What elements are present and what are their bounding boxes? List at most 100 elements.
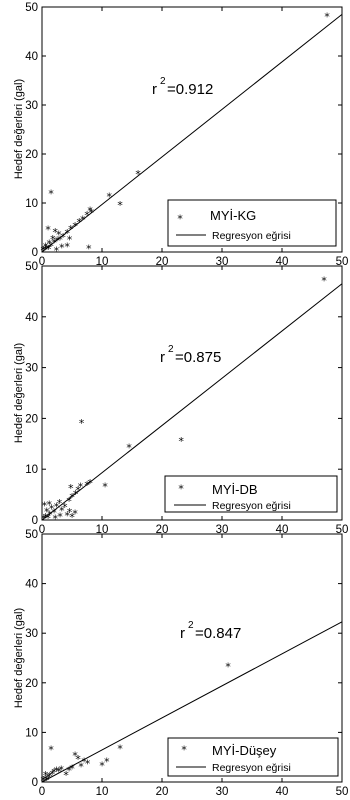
y-tick-label: 30 xyxy=(25,628,38,640)
scatter-point: * xyxy=(42,773,49,786)
scatter-point: * xyxy=(84,758,91,771)
scatter-point: * xyxy=(63,769,70,782)
y-tick-label: 10 xyxy=(25,727,38,739)
scatter-point: * xyxy=(66,234,73,247)
y-tick-label: 30 xyxy=(25,100,38,112)
scatter-point: * xyxy=(40,244,47,257)
scatter-point: * xyxy=(117,742,124,755)
r2-value: =0.875 xyxy=(175,349,221,366)
scatter-point: * xyxy=(324,10,331,23)
x-tick-label: 20 xyxy=(156,786,169,798)
scatter-point: * xyxy=(57,234,64,247)
scatter-point: * xyxy=(52,512,59,525)
scatter-point: * xyxy=(48,743,55,756)
scatter-point: * xyxy=(67,482,74,495)
r2-base: r xyxy=(152,81,157,98)
legend: * MYİ-KG Regresyon eğrisi xyxy=(167,199,337,247)
x-tick-label: 50 xyxy=(336,256,349,268)
y-tick-label: 50 xyxy=(25,261,38,273)
scatter-point: * xyxy=(55,766,62,779)
regression-line-group xyxy=(41,621,343,783)
scatter-point: * xyxy=(69,763,76,776)
scatter-point: * xyxy=(84,209,91,222)
legend: * MYİ-Düşey Regresyon eğrisi xyxy=(167,737,339,777)
scatter-point: * xyxy=(103,756,110,769)
plot-frame xyxy=(41,265,343,521)
legend-scatter-marker: * xyxy=(178,483,185,496)
x-tick-label: 0 xyxy=(39,524,45,536)
scatter-point: * xyxy=(43,774,50,787)
scatter-point: * xyxy=(79,214,86,227)
scatter-point: * xyxy=(106,191,113,204)
y-tick-label: 0 xyxy=(32,515,38,527)
y-tick-label: 40 xyxy=(25,312,38,324)
regression-line xyxy=(41,13,343,253)
x-tick-label: 0 xyxy=(39,256,45,268)
scatter-point: * xyxy=(72,750,79,763)
scatter-point: * xyxy=(51,766,58,779)
x-tick-label: 40 xyxy=(276,524,289,536)
scatter-point: * xyxy=(66,506,73,519)
scatter-point: * xyxy=(42,244,49,257)
r2-base: r xyxy=(180,625,185,642)
scatter-point: * xyxy=(117,199,124,212)
scatter-point: * xyxy=(45,223,52,236)
scatter-point: * xyxy=(85,243,92,256)
y-tick-label: 20 xyxy=(25,413,38,425)
scatter-point: * xyxy=(87,477,94,490)
scatter-point: * xyxy=(64,227,71,240)
legend: * MYİ-DB Regresyon eğrisi xyxy=(164,475,338,513)
scatter-point: * xyxy=(69,491,76,504)
x-tick-label: 20 xyxy=(156,256,169,268)
scatter-points: ********** ***** ****************** xyxy=(40,10,330,257)
r2-superscript: 2 xyxy=(160,76,166,87)
plot-frame xyxy=(41,6,343,253)
scatter-point: * xyxy=(42,241,49,254)
regression-line-group xyxy=(41,13,343,253)
y-tick-label: 0 xyxy=(32,777,38,789)
y-tick-label: 30 xyxy=(25,363,38,375)
y-tick-label: 40 xyxy=(25,579,38,591)
scatter-point: * xyxy=(41,499,48,512)
legend-line-label: Regresyon eğrisi xyxy=(212,230,291,242)
scatter-points: ****** ************** **** xyxy=(40,660,231,787)
scatter-point: * xyxy=(61,501,68,514)
x-tick-label: 0 xyxy=(39,786,45,798)
scatter-point: * xyxy=(78,761,85,774)
y-tick-label: 0 xyxy=(32,247,38,259)
regression-line-group xyxy=(41,283,343,521)
scatter-point: * xyxy=(58,242,65,255)
scatter-point: * xyxy=(69,511,76,524)
x-tick-label: 50 xyxy=(336,786,349,798)
scatter-point: * xyxy=(53,765,60,778)
scatter-point: * xyxy=(64,509,71,522)
y-tick-label: 40 xyxy=(25,51,38,63)
regression-line xyxy=(41,621,343,783)
y-tick-label: 20 xyxy=(25,149,38,161)
scatter-point: * xyxy=(58,764,65,777)
y-tick-label: 50 xyxy=(25,529,38,541)
scatter-point: * xyxy=(66,495,73,508)
r2-annotation: r 2 =0.847 xyxy=(180,620,241,642)
scatter-point: * xyxy=(46,770,53,783)
y-axis-label: Hedef değerleri (gal) xyxy=(13,608,25,708)
scatter-point: * xyxy=(75,484,82,497)
scatter-point: * xyxy=(56,497,63,510)
r2-superscript: 2 xyxy=(168,344,174,355)
y-axis-label: Hedef değerleri (gal) xyxy=(13,343,25,443)
axes-ticks: 0 10 20 30 40 50 0 10 20 30 40 50 xyxy=(25,529,348,798)
x-tick-label: 10 xyxy=(96,786,109,798)
scatter-point: * xyxy=(225,660,232,673)
scatter-point: * xyxy=(43,505,50,518)
scatter-point: * xyxy=(54,235,61,248)
scatter-point: * xyxy=(42,511,49,524)
y-tick-label: 10 xyxy=(25,198,38,210)
scatter-point: * xyxy=(43,243,50,256)
scatter-point: * xyxy=(178,435,185,448)
scatter-point: * xyxy=(40,512,47,525)
r2-annotation: r 2 =0.912 xyxy=(152,76,213,98)
scatter-point: * xyxy=(49,768,56,781)
scatter-points: ****** *************** * ** ******** xyxy=(40,275,327,526)
scatter-point: * xyxy=(72,507,79,520)
scatter-point: * xyxy=(77,480,84,493)
